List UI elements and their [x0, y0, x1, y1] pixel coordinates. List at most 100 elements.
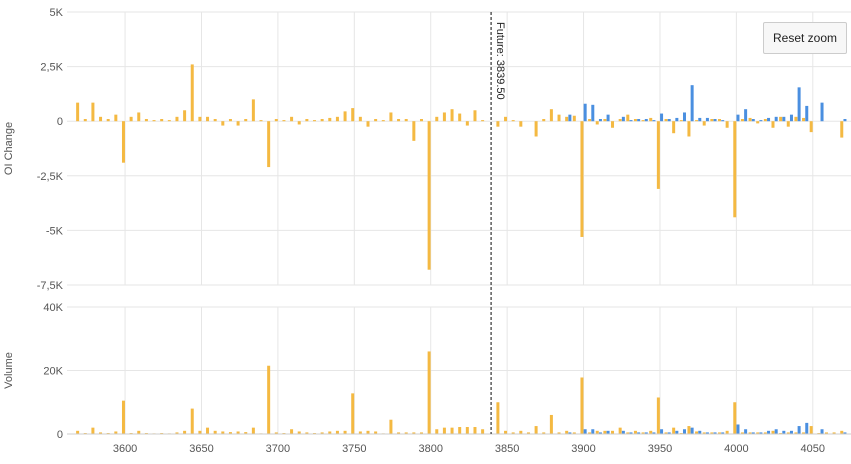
oi-bar-calls [450, 109, 454, 122]
oi-bar-calls [542, 119, 546, 122]
volume-bar-puts [568, 432, 572, 434]
oi-bar-calls [702, 121, 706, 126]
volume-bar-calls [206, 427, 210, 434]
oi-bar-calls [427, 121, 431, 270]
oi-axis-title: OI Change [3, 122, 15, 175]
volume-bar-calls [717, 432, 721, 434]
x-tick-label: 3950 [648, 443, 672, 455]
future-marker-label: Future: 3839.50 [494, 22, 506, 100]
volume-bar-calls [496, 402, 500, 434]
volume-bar-calls [763, 432, 767, 434]
volume-bar-calls [389, 419, 393, 434]
oi-bar-calls [771, 121, 775, 128]
volume-bar-calls [542, 432, 546, 434]
oi-bar-puts [705, 117, 709, 122]
oi-bar-calls [572, 115, 576, 122]
oi-bar-calls [190, 64, 194, 122]
volume-bar-puts [629, 432, 633, 434]
x-tick-label: 3800 [418, 443, 442, 455]
oi-ytick-label: -5K [46, 225, 64, 237]
oi-bar-calls [802, 117, 806, 122]
volume-bar-calls [519, 430, 523, 434]
volume-bar-calls [611, 430, 615, 434]
volume-bar-calls [656, 397, 660, 434]
oi-ytick-label: -7,5K [37, 280, 64, 292]
oi-bar-puts [805, 105, 809, 122]
oi-bar-calls [595, 121, 599, 125]
oi-bar-calls [580, 121, 584, 237]
volume-bar-calls [412, 432, 416, 434]
oi-bar-calls [565, 116, 569, 122]
volume-bar-calls [809, 426, 813, 434]
oi-bar-calls [733, 121, 737, 218]
oi-bar-calls [282, 120, 286, 122]
volume-bar-calls [748, 432, 752, 434]
oi-bar-calls [297, 121, 301, 125]
volume-bar-calls [114, 431, 118, 434]
oi-bar-calls [404, 119, 408, 122]
volume-bar-calls [603, 430, 607, 434]
x-tick-label: 3750 [342, 443, 366, 455]
oi-bar-calls [374, 119, 378, 122]
volume-bar-calls [740, 432, 744, 434]
oi-bar-calls [335, 116, 339, 122]
volume-bar-puts [805, 422, 809, 434]
x-tick-label: 3900 [571, 443, 595, 455]
oi-bar-puts [721, 120, 725, 122]
volume-bar-calls [511, 432, 515, 434]
oi-bar-calls [725, 121, 729, 128]
oi-bar-puts [644, 119, 648, 122]
volume-bar-calls [404, 432, 408, 434]
oi-bar-puts [820, 102, 824, 122]
oi-bar-calls [465, 121, 469, 126]
oi-bar-calls [236, 121, 240, 126]
oi-bar-calls [626, 114, 630, 122]
oi-bar-calls [251, 99, 255, 122]
volume-bar-calls [442, 427, 446, 434]
oi-bar-puts [744, 109, 748, 122]
oi-bar-puts [682, 112, 686, 122]
oi-bar-puts [698, 117, 702, 122]
volume-bar-calls [305, 432, 309, 434]
oi-bar-calls [611, 121, 615, 128]
volume-bar-calls [358, 431, 362, 434]
oi-bar-calls [99, 116, 103, 122]
volume-bar-puts [675, 430, 679, 434]
oi-bar-puts [797, 87, 801, 122]
volume-bar-calls [175, 432, 179, 434]
oi-bar-calls [649, 117, 653, 122]
volume-bar-calls [565, 430, 569, 434]
volume-bar-calls [244, 432, 248, 434]
volume-bar-puts [637, 432, 641, 434]
volume-bar-puts [820, 429, 824, 434]
oi-bar-puts [774, 116, 778, 122]
volume-bar-puts [591, 429, 595, 434]
volume-bar-calls [725, 430, 729, 434]
volume-bar-calls [794, 432, 798, 434]
oi-bar-calls [786, 121, 790, 127]
oi-bar-calls [695, 120, 699, 122]
oi-bar-calls [320, 119, 324, 122]
x-tick-label: 3850 [495, 443, 519, 455]
volume-bar-calls [481, 429, 485, 434]
volume-bar-calls [427, 351, 431, 434]
volume-bar-calls [687, 426, 691, 434]
oi-bar-puts [660, 113, 664, 122]
x-tick-label: 4000 [724, 443, 748, 455]
oi-bar-puts [759, 120, 763, 122]
volume-bar-calls [397, 432, 401, 434]
oi-ytick-label: 5K [50, 7, 64, 19]
x-tick-label: 4050 [801, 443, 825, 455]
oi-bar-calls [221, 121, 225, 126]
oi-bar-puts [751, 119, 755, 122]
oi-bar-puts [583, 103, 587, 122]
volume-bar-calls [99, 432, 103, 434]
volume-bar-calls [137, 430, 141, 434]
reset-zoom-button[interactable]: Reset zoom [763, 22, 847, 54]
volume-bar-calls [588, 432, 592, 434]
volume-bar-puts [705, 432, 709, 434]
volume-bar-calls [840, 430, 844, 434]
oi-bar-calls [679, 120, 683, 122]
volume-bar-calls [419, 432, 423, 434]
oi-bar-puts [767, 117, 771, 122]
